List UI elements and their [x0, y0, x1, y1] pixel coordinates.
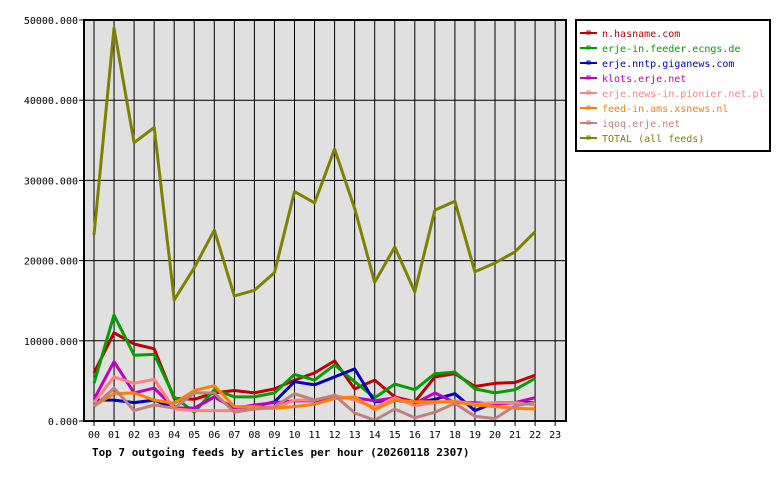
x-tick-label: 16 [409, 430, 421, 441]
legend-marker-icon [586, 135, 591, 140]
series-line [92, 26, 537, 302]
y-tick-label: 30000.000 [24, 176, 78, 187]
x-tick-label: 03 [148, 430, 160, 441]
y-axis: 0.000 10000.000 20000.000 30000.000 40000.00… [24, 16, 84, 428]
y-tick-label: 0.000 [48, 417, 78, 428]
x-tick-label: 01 [108, 430, 120, 441]
chart-title: Top 7 outgoing feeds by articles per hou… [92, 446, 470, 459]
x-tick-label: 13 [349, 430, 361, 441]
legend-item: erje.nntp.giganews.com [580, 59, 734, 70]
legend-label: erje.nntp.giganews.com [602, 59, 734, 70]
y-tick-label: 50000.000 [24, 16, 78, 27]
x-tick-label: 10 [288, 430, 300, 441]
series-line [92, 386, 536, 422]
x-tick-label: 07 [228, 430, 240, 441]
legend-box [575, 19, 771, 152]
legend-item: iqoq.erje.net [580, 119, 680, 130]
grid-lines [84, 19, 566, 422]
legend-item: TOTAL (all feeds) [580, 134, 704, 145]
series-line [92, 313, 536, 414]
legend-marker-icon [586, 120, 591, 125]
legend-label: klots.erje.net [602, 74, 686, 85]
legend-item: n.hasname.com [580, 29, 680, 40]
legend-item: klots.erje.net [580, 74, 686, 85]
y-tick-label: 20000.000 [24, 257, 78, 268]
legend-item: erje-in.feeder.ecngs.de [580, 44, 740, 55]
legend-item: feed-in.ams.xsnews.nl [580, 104, 728, 115]
legend-marker-icon [586, 60, 591, 65]
legend-label: erje-in.feeder.ecngs.de [602, 44, 740, 55]
x-tick-label: 05 [188, 430, 200, 441]
x-tick-label: 04 [168, 430, 180, 441]
legend-marker-icon [586, 45, 591, 50]
plot-border [83, 19, 567, 422]
x-tick-label: 15 [389, 430, 401, 441]
series-lines [92, 26, 537, 422]
x-tick-label: 11 [309, 430, 321, 441]
x-tick-label: 09 [268, 430, 280, 441]
series-line [94, 367, 536, 413]
x-tick-label: 22 [529, 430, 541, 441]
x-tick-label: 02 [128, 430, 140, 441]
legend: n.hasname.com erje-in.feeder.ecngs.de erje… [575, 19, 771, 152]
x-tick-label: 23 [549, 430, 561, 441]
series-line [93, 384, 536, 412]
x-axis: 00 01 02 03 04 05 06 07 08 09 10 11 12 13 14 15 16 17 18 19… [88, 421, 561, 441]
legend-label: feed-in.ams.xsnews.nl [602, 104, 728, 115]
legend-label: erje.news-in.pionier.net.pl [602, 89, 765, 100]
legend-marker-icon [586, 105, 591, 110]
y-tick-label: 10000.000 [24, 337, 78, 348]
x-tick-label: 21 [509, 430, 521, 441]
y-tick-label: 40000.000 [24, 96, 78, 107]
x-tick-label: 08 [248, 430, 260, 441]
legend-marker-icon [586, 30, 591, 35]
legend-marker-icon [586, 75, 591, 80]
x-tick-label: 06 [208, 430, 220, 441]
x-tick-label: 12 [329, 430, 341, 441]
x-tick-label: 20 [489, 430, 501, 441]
x-tick-label: 14 [369, 430, 381, 441]
x-tick-label: 19 [469, 430, 481, 441]
legend-marker-icon [586, 90, 591, 95]
legend-item: erje.news-in.pionier.net.pl [580, 89, 765, 100]
x-tick-label: 17 [429, 430, 441, 441]
legend-label: iqoq.erje.net [602, 119, 680, 130]
legend-label: n.hasname.com [602, 29, 680, 40]
legend-label: TOTAL (all feeds) [602, 134, 704, 145]
x-tick-label: 18 [449, 430, 461, 441]
x-tick-label: 00 [88, 430, 100, 441]
